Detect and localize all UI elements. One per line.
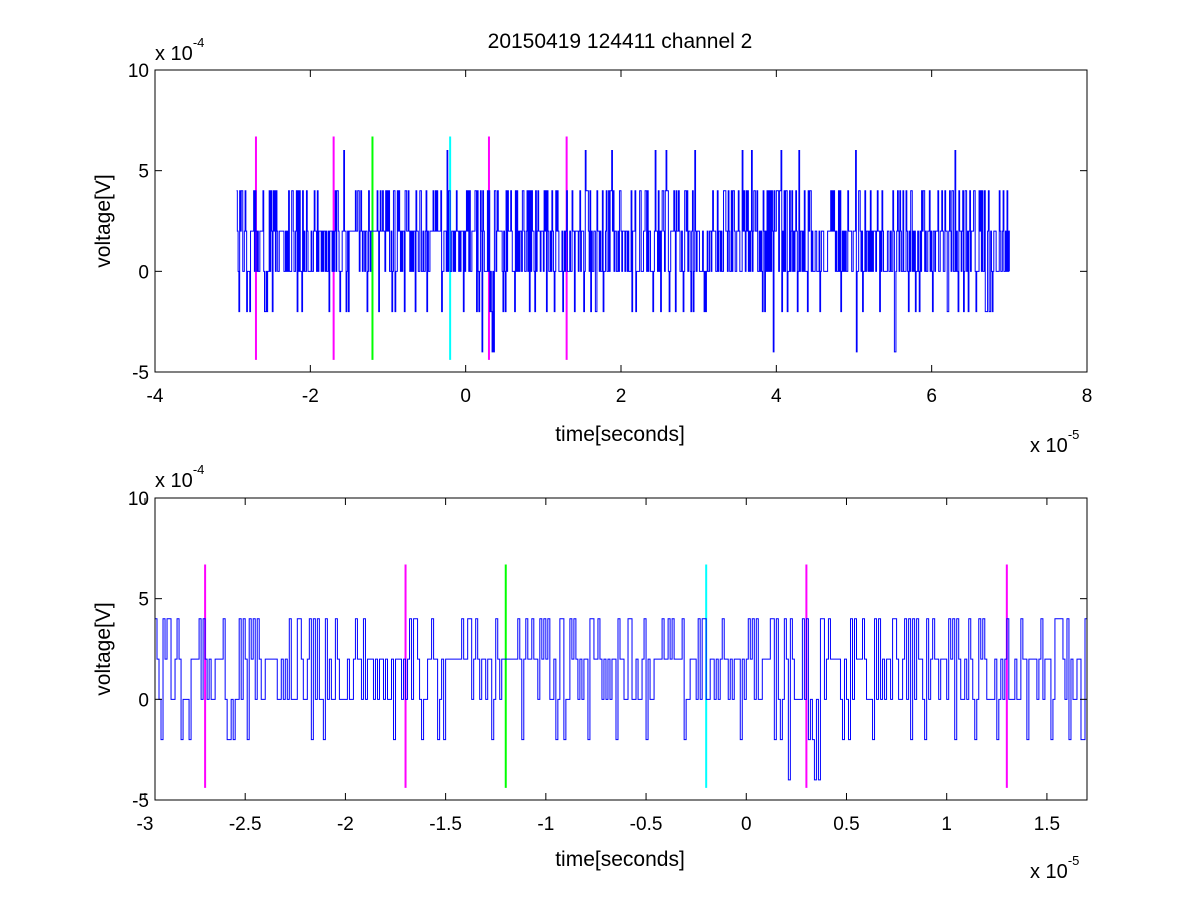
bottom-signal-trace (155, 618, 1088, 781)
bottom-xtick-label-2: -2 (337, 814, 354, 835)
bottom-ytick-label-1: 0 (138, 690, 149, 711)
bottom-subplot: -3 -2.5 -2 -1.5 -1 -0.5 0 0.5 1 1.5 -5 0 5 10 time[se… (92, 462, 1088, 883)
top-xtick-label-3: 2 (616, 386, 627, 407)
bottom-xtick-label-4: -1 (537, 814, 554, 835)
bottom-xtick-label-7: 0.5 (833, 814, 859, 835)
bottom-xtick-label-5: -0.5 (630, 814, 663, 835)
top-xtick-label-4: 4 (771, 386, 782, 407)
bottom-ticks: -3 -2.5 -2 -1.5 -1 -0.5 0 0.5 1 1.5 -5 0 5 10 (128, 489, 1087, 835)
bottom-axes-box (154, 497, 1088, 801)
bottom-xtick-label-6: 0 (741, 814, 752, 835)
top-xtick-label-0: -4 (147, 386, 164, 407)
bottom-ytick-label-2: 5 (138, 590, 149, 611)
bottom-x-axis-label: time[seconds] (555, 848, 685, 871)
top-signal-line (236, 150, 1010, 353)
bottom-xtick-label-0: -3 (137, 814, 154, 835)
bottom-xtick-label-9: 1.5 (1034, 814, 1060, 835)
bottom-x-multiplier: x 10-5 (1030, 853, 1079, 883)
top-ytick-label-1: 0 (138, 262, 149, 283)
bottom-ytick-label-0: -5 (132, 791, 149, 812)
top-xtick-label-2: 0 (460, 386, 471, 407)
top-xtick-label-6: 8 (1082, 386, 1093, 407)
bottom-ytick-label-3: 10 (128, 489, 149, 510)
bottom-xtick-label-8: 1 (941, 814, 952, 835)
top-xtick-label-1: -2 (302, 386, 319, 407)
bottom-xtick-label-1: -2.5 (229, 814, 262, 835)
bottom-y-multiplier: x 10-4 (155, 462, 204, 492)
top-xtick-label-5: 6 (926, 386, 937, 407)
bottom-signal-line (155, 618, 1088, 781)
top-ticks: -4 -2 0 2 4 6 8 -5 0 5 10 (128, 61, 1092, 407)
bottom-y-axis-label: voltage[V] (92, 602, 115, 695)
top-x-multiplier: x 10-5 (1030, 427, 1079, 457)
top-subplot: -4 -2 0 2 4 6 8 -5 0 5 10 time[seconds] voltage[V]… (92, 35, 1092, 457)
top-x-axis-label: time[seconds] (555, 423, 685, 446)
top-signal-trace (236, 150, 1010, 353)
top-y-axis-label: voltage[V] (92, 174, 115, 267)
figure-title: 20150419 124411 channel 2 (488, 30, 753, 53)
top-ytick-label-3: 10 (128, 61, 149, 82)
top-y-multiplier: x 10-4 (155, 35, 204, 65)
top-ytick-label-0: -5 (132, 363, 149, 384)
bottom-xtick-label-3: -1.5 (429, 814, 462, 835)
top-ytick-label-2: 5 (138, 162, 149, 183)
